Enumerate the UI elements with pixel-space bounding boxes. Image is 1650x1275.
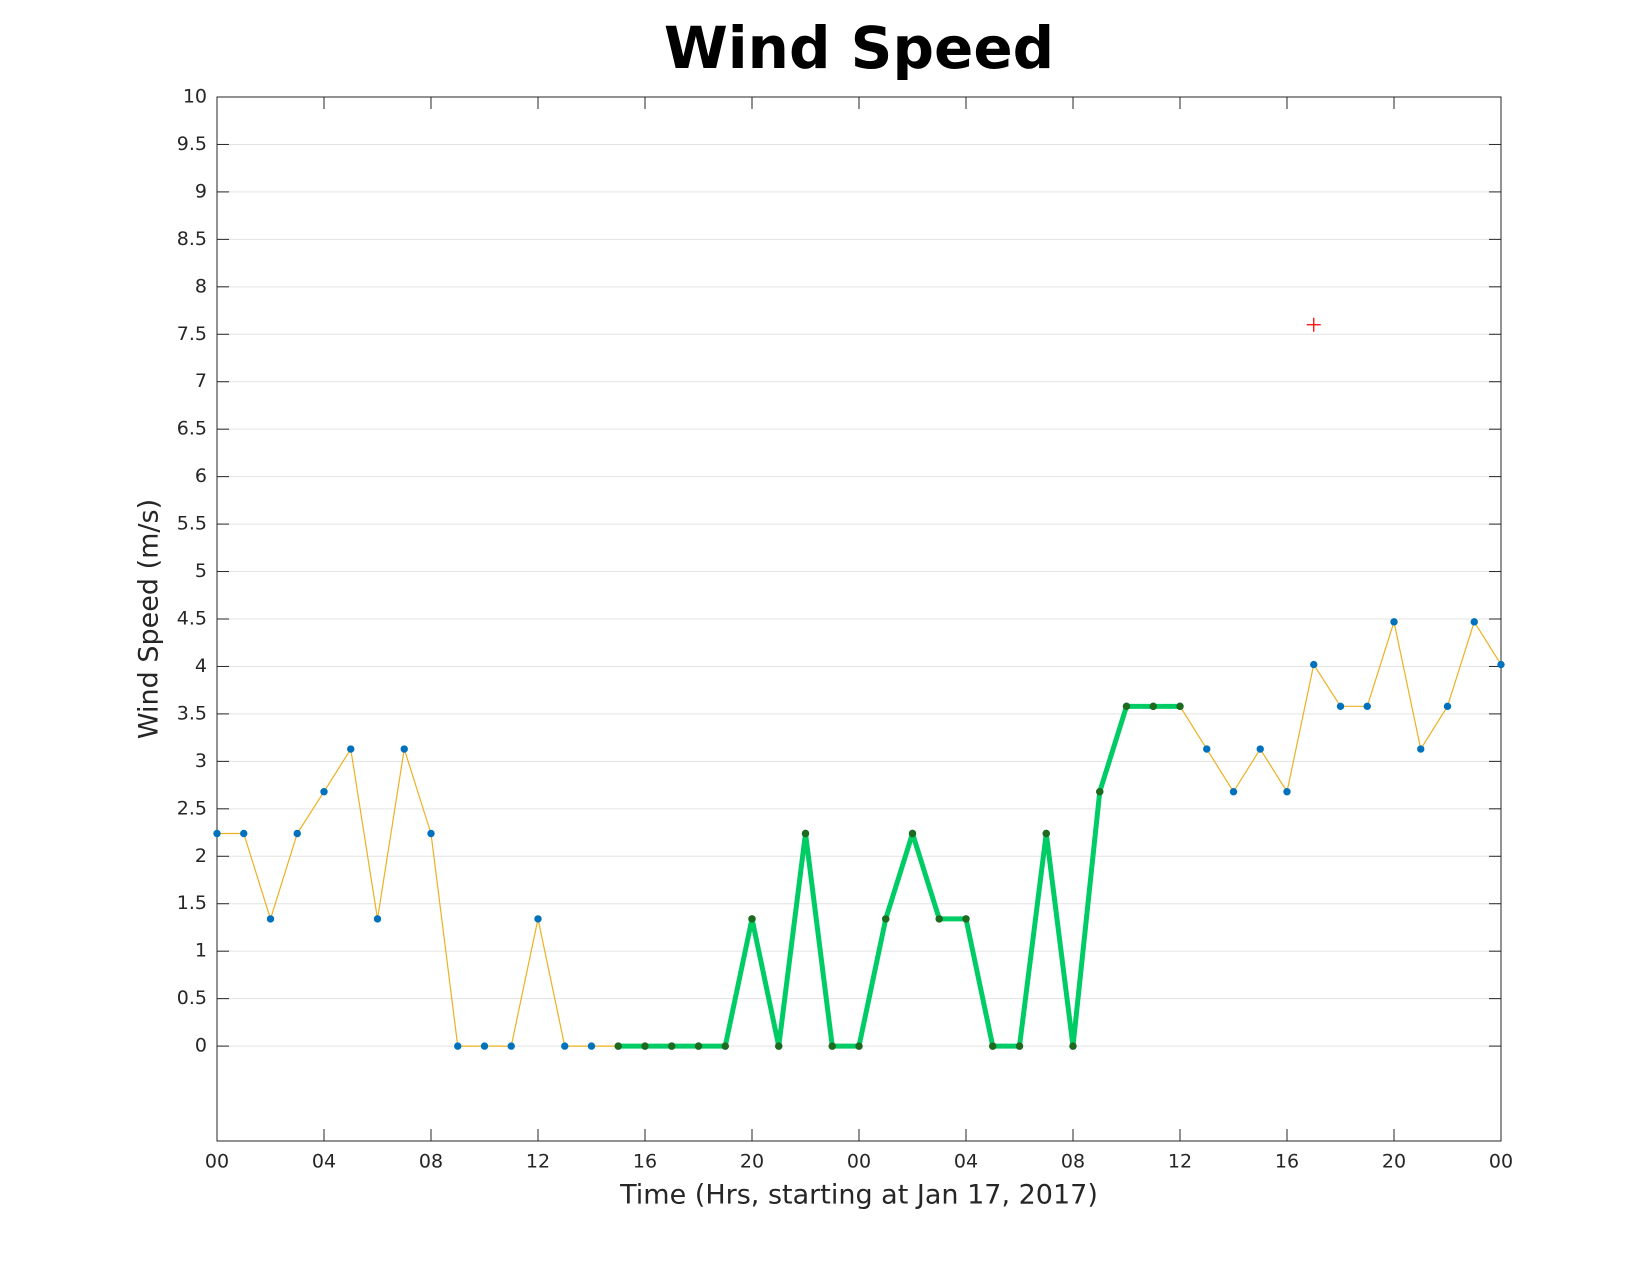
data-point xyxy=(801,829,810,838)
data-point xyxy=(1470,618,1478,626)
data-point xyxy=(748,915,756,923)
data-point xyxy=(1176,702,1184,711)
y-tick-label: 5.5 xyxy=(177,513,207,535)
data-point xyxy=(1122,702,1131,711)
data-point xyxy=(1336,702,1345,711)
y-tick-label: 1.5 xyxy=(177,892,207,914)
y-tick-label: 4 xyxy=(195,655,207,677)
y-tick-label: 7 xyxy=(195,370,207,392)
data-point xyxy=(347,745,355,753)
data-point xyxy=(775,1042,783,1050)
x-tick-label: 04 xyxy=(312,1151,336,1173)
data-point xyxy=(534,915,542,923)
x-tick-label: 08 xyxy=(419,1151,443,1173)
highlight-point xyxy=(1306,317,1321,332)
y-tick-label: 0 xyxy=(195,1035,207,1057)
data-point xyxy=(240,829,248,838)
data-point xyxy=(935,915,943,923)
data-point xyxy=(855,1042,863,1050)
data-point xyxy=(1149,702,1157,711)
data-point xyxy=(668,1042,676,1050)
x-tick-label: 12 xyxy=(526,1151,550,1173)
data-point xyxy=(373,915,382,923)
x-axis-label: Time (Hrs, starting at Jan 17, 2017) xyxy=(619,1180,1098,1211)
data-point xyxy=(507,1042,515,1050)
data-point xyxy=(1310,660,1318,669)
x-tick-label: 16 xyxy=(633,1151,657,1173)
data-point xyxy=(480,1042,489,1050)
data-point xyxy=(1256,745,1264,753)
x-tick-label: 08 xyxy=(1061,1151,1085,1173)
data-point xyxy=(882,915,890,923)
y-tick-label: 5 xyxy=(195,560,207,582)
x-tick-label: 12 xyxy=(1168,1151,1192,1173)
data-point xyxy=(561,1042,569,1050)
data-point xyxy=(1417,745,1425,753)
x-tick-label: 00 xyxy=(1489,1151,1513,1173)
y-tick-label: 6.5 xyxy=(177,418,207,440)
data-point xyxy=(1096,788,1104,796)
data-point xyxy=(1203,745,1211,753)
data-point xyxy=(989,1042,997,1050)
y-tick-label: 4.5 xyxy=(177,608,207,630)
data-point xyxy=(1497,660,1505,669)
data-point xyxy=(1015,1042,1024,1050)
data-point xyxy=(213,829,221,838)
y-tick-label: 10 xyxy=(183,86,207,108)
y-tick-label: 1 xyxy=(195,940,207,962)
plot-frame xyxy=(216,96,1502,1142)
data-point xyxy=(694,1042,703,1050)
data-point xyxy=(962,915,970,923)
data-point xyxy=(1042,829,1050,838)
data-point xyxy=(1390,618,1398,626)
y-tick-label: 8 xyxy=(195,275,207,297)
data-point xyxy=(1069,1042,1077,1050)
data-point xyxy=(400,745,408,753)
data-point xyxy=(293,829,301,838)
y-tick-label: 3 xyxy=(195,750,207,772)
y-tick-label: 0.5 xyxy=(177,987,207,1009)
y-axis-label: Wind Speed (m/s) xyxy=(134,499,165,739)
x-tick-label: 20 xyxy=(1382,1151,1406,1173)
data-point xyxy=(721,1042,729,1050)
data-point xyxy=(828,1042,836,1050)
data-point xyxy=(1443,702,1452,711)
x-tick-label: 16 xyxy=(1275,1151,1299,1173)
series-line xyxy=(618,703,1180,1049)
y-tick-label: 9 xyxy=(195,180,207,202)
data-point xyxy=(454,1042,462,1050)
y-tick-label: 9.5 xyxy=(177,133,207,155)
y-tick-label: 6 xyxy=(195,465,207,487)
data-point xyxy=(614,1042,622,1050)
data-point xyxy=(1283,788,1291,796)
x-tick-label: 20 xyxy=(740,1151,764,1173)
x-tick-label: 00 xyxy=(847,1151,871,1173)
chart-title: Wind Speed xyxy=(664,14,1054,82)
data-point xyxy=(427,829,435,838)
y-tick-label: 7.5 xyxy=(177,323,207,345)
y-tick-label: 2 xyxy=(195,845,207,867)
data-point xyxy=(320,788,328,796)
y-tick-label: 3.5 xyxy=(177,702,207,724)
series-line xyxy=(217,621,1502,1047)
x-tick-label: 04 xyxy=(954,1151,978,1173)
x-tick-label: 00 xyxy=(205,1151,229,1173)
data-point xyxy=(908,829,917,838)
data-point xyxy=(1363,702,1371,711)
y-tick-label: 8.5 xyxy=(177,228,207,250)
data-point xyxy=(266,915,275,923)
y-tick-label: 2.5 xyxy=(177,797,207,819)
data-point xyxy=(641,1042,649,1050)
data-point xyxy=(587,1042,596,1050)
data-point xyxy=(1229,788,1238,796)
